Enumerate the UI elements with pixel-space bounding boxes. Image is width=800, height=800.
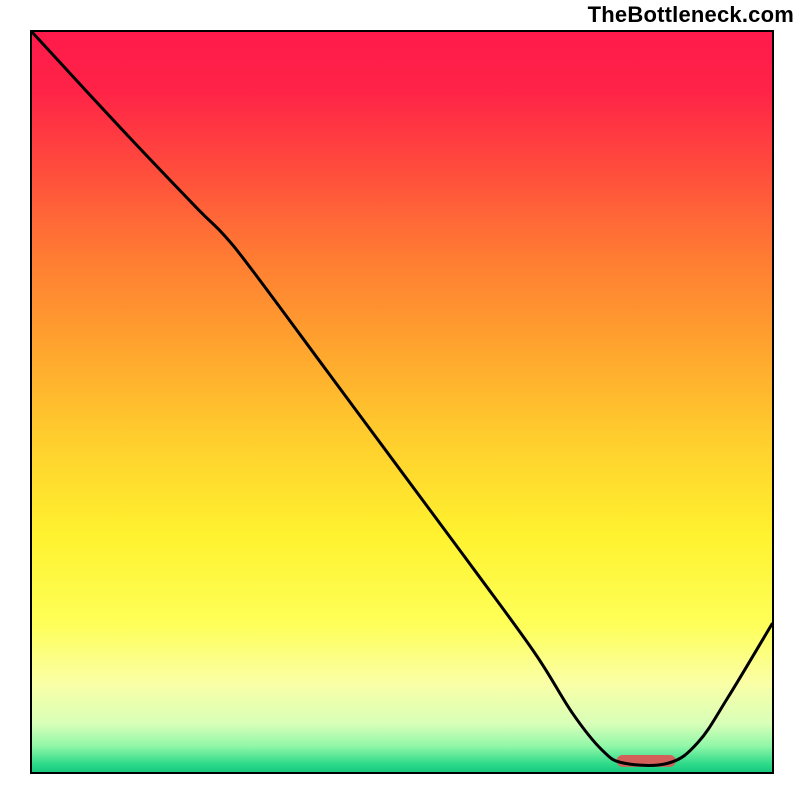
figure-root: TheBottleneck.com: [0, 0, 800, 800]
plot-area: [30, 30, 774, 774]
watermark-text: TheBottleneck.com: [588, 2, 794, 28]
bottleneck-curve-chart: [30, 30, 774, 774]
gradient-background: [32, 32, 772, 772]
